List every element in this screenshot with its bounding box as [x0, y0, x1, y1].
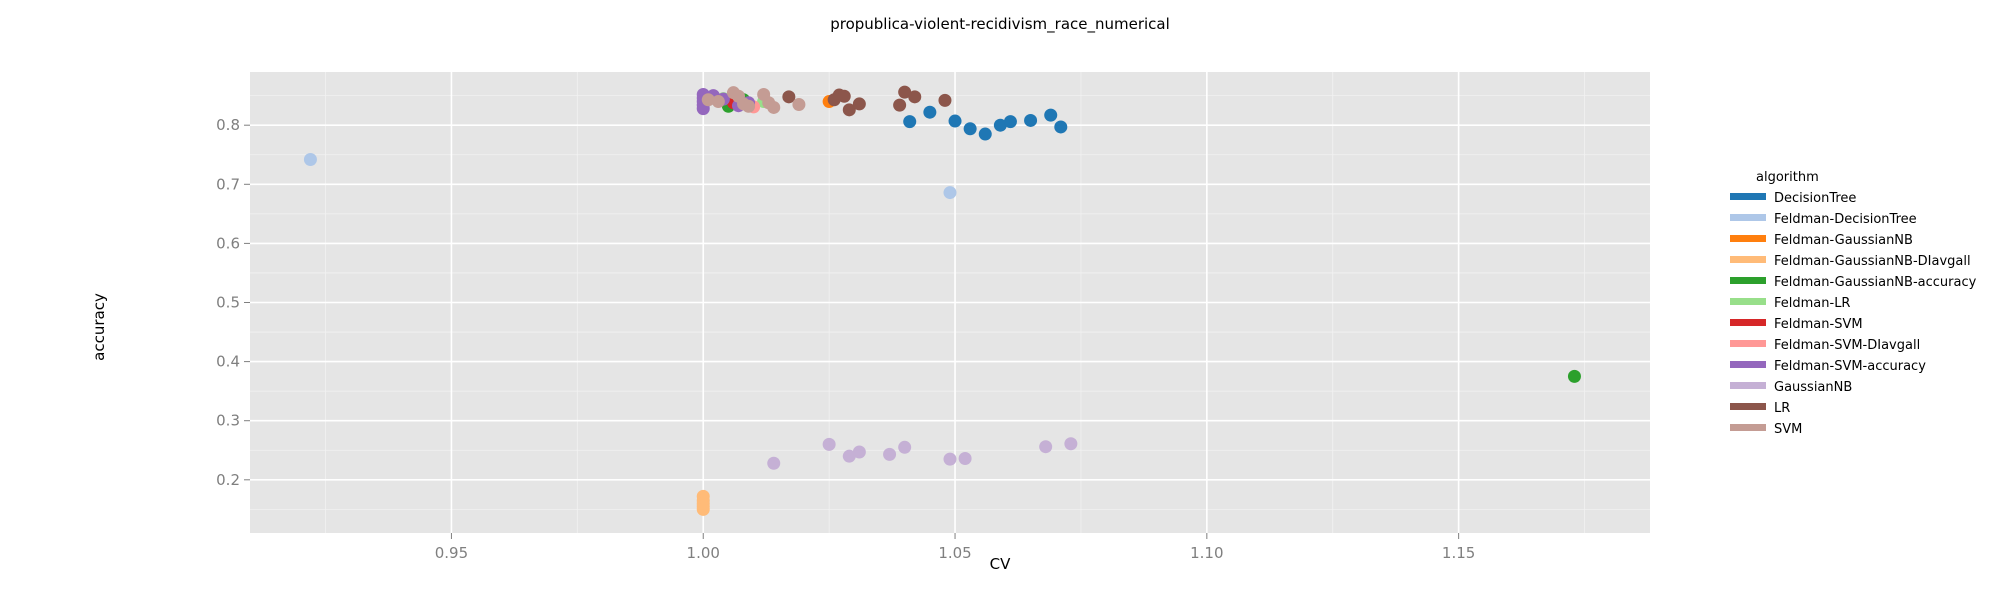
data-point: [767, 456, 781, 470]
data-point: [767, 100, 781, 114]
series-group: [303, 152, 957, 200]
data-point: [948, 114, 962, 128]
legend-swatch: [1730, 277, 1766, 284]
chart-title: propublica-violent-recidivism_race_numer…: [830, 15, 1170, 34]
data-point: [1003, 115, 1017, 129]
y-tick-label: 0.7: [216, 175, 240, 193]
data-point: [903, 115, 917, 129]
legend-label: Feldman-DecisionTree: [1774, 212, 1917, 227]
series-group: [701, 86, 806, 114]
data-point: [938, 93, 952, 107]
legend-swatch: [1730, 424, 1766, 431]
y-tick-label: 0.4: [216, 353, 240, 371]
data-point: [842, 103, 856, 117]
data-point: [1054, 120, 1068, 134]
legend-swatch: [1730, 382, 1766, 389]
legend-swatch: [1730, 214, 1766, 221]
data-point: [958, 452, 972, 466]
data-point: [943, 186, 957, 200]
legend-swatch: [1730, 319, 1766, 326]
legend-label: LR: [1774, 401, 1790, 416]
data-point: [1044, 108, 1058, 122]
series-group: [767, 437, 1078, 470]
data-point: [883, 447, 897, 461]
major-gridlines: [250, 72, 1650, 533]
legend-label: Feldman-GaussianNB-DIavgall: [1774, 254, 1971, 269]
data-point: [701, 93, 715, 107]
data-point: [792, 98, 806, 112]
x-tick-label: 1.10: [1190, 544, 1223, 562]
data-point: [1024, 113, 1038, 127]
data-point: [852, 445, 866, 459]
data-point: [978, 127, 992, 141]
legend-label: DecisionTree: [1774, 191, 1856, 206]
legend-label: SVM: [1774, 422, 1802, 437]
series-group: [696, 489, 710, 516]
legend-swatch: [1730, 298, 1766, 305]
legend-label: Feldman-SVM-accuracy: [1774, 359, 1926, 374]
x-axis-label: CV: [990, 555, 1011, 573]
y-axis-label: accuracy: [90, 293, 108, 361]
data-point: [943, 452, 957, 466]
y-tick-label: 0.8: [216, 116, 240, 134]
data-point: [842, 449, 856, 463]
y-tick-label: 0.6: [216, 234, 240, 252]
x-tick-label: 0.95: [435, 544, 468, 562]
legend-label: Feldman-SVM-DIavgall: [1774, 338, 1920, 353]
legend-label: GaussianNB: [1774, 380, 1852, 395]
data-point: [696, 502, 710, 516]
y-tick-label: 0.3: [216, 412, 240, 430]
data-point: [963, 122, 977, 136]
legend-swatch: [1730, 256, 1766, 263]
minor-gridlines: [250, 72, 1650, 533]
legend: algorithm DecisionTree Feldman-DecisionTr…: [1730, 170, 1977, 437]
x-tick-label: 1.05: [938, 544, 971, 562]
y-tick-label: 0.5: [216, 294, 240, 312]
x-tick-label: 1.15: [1442, 544, 1475, 562]
data-point: [993, 118, 1007, 132]
legend-swatch: [1730, 193, 1766, 200]
legend-swatch: [1730, 340, 1766, 347]
data-point: [1567, 369, 1581, 383]
legend-swatch: [1730, 235, 1766, 242]
legend-swatch: [1730, 361, 1766, 368]
series-group: [782, 85, 952, 117]
legend-label: Feldman-SVM: [1774, 317, 1863, 332]
data-point: [303, 152, 317, 166]
data-point: [782, 90, 796, 104]
data-point: [898, 440, 912, 454]
legend-label: Feldman-GaussianNB-accuracy: [1774, 275, 1977, 290]
legend-label: Feldman-GaussianNB: [1774, 233, 1913, 248]
x-tick-label: 1.00: [687, 544, 720, 562]
series-group: [903, 105, 1068, 141]
data-point: [852, 97, 866, 111]
data-point: [893, 98, 907, 112]
data-point: [908, 90, 922, 104]
legend-title: algorithm: [1756, 170, 1819, 185]
data-points: [303, 85, 1581, 516]
data-point: [1064, 437, 1078, 451]
data-point: [1039, 440, 1053, 454]
data-point: [837, 89, 851, 103]
data-point: [822, 437, 836, 451]
data-point: [923, 105, 937, 119]
y-axis-ticks: 0.2 0.3 0.4 0.5 0.6 0.7 0.8: [216, 116, 250, 489]
data-point: [742, 99, 756, 113]
data-point: [711, 95, 725, 109]
y-tick-label: 0.2: [216, 471, 240, 489]
legend-label: Feldman-LR: [1774, 296, 1850, 311]
data-point: [898, 85, 912, 99]
x-axis-ticks: 0.95 1.00 1.05 1.10 1.15: [435, 533, 1475, 562]
legend-swatch: [1730, 403, 1766, 410]
